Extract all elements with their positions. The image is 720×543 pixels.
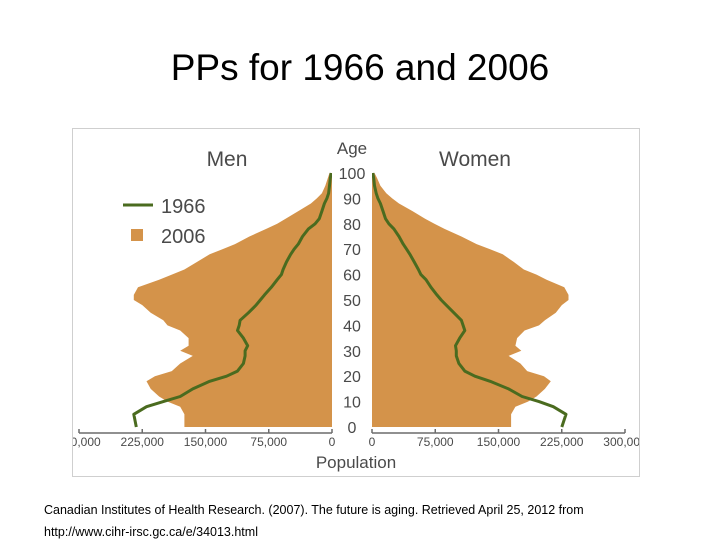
age-tick-label: 30 [343, 344, 361, 361]
x-tick-label-men: 225,000 [121, 435, 165, 449]
legend-2006-swatch [131, 229, 143, 241]
age-tick-label: 0 [348, 420, 357, 437]
x-tick-label-women: 75,000 [417, 435, 454, 449]
age-tick-label: 90 [343, 191, 361, 208]
age-tick-label: 40 [343, 318, 361, 335]
women-label: Women [439, 148, 511, 171]
legend-1966-label: 1966 [161, 196, 206, 218]
population-pyramid-chart: 0 10 20 30 40 50 60 70 80 90 100 0 0 75,000 75,000 150… [72, 128, 640, 477]
men-label: Men [207, 148, 248, 171]
line-1966-women [371, 172, 568, 428]
slide-title: PPs for 1966 and 2006 [170, 47, 550, 88]
x-tick-label-men: 0 [329, 435, 336, 449]
age-tick-label: 60 [343, 268, 361, 285]
x-tick-label-women: 225,000 [540, 435, 584, 449]
age-tick-label: 20 [343, 369, 361, 386]
area-2006-women [372, 173, 569, 427]
age-tick-label: 10 [343, 395, 361, 412]
x-tick-label-men: 75,000 [250, 435, 287, 449]
age-tick-label: 100 [339, 166, 366, 183]
age-axis-bar [332, 159, 372, 433]
x-tick-label-men: 300,000 [73, 435, 101, 449]
x-axis-label: Population [316, 453, 396, 472]
age-tick-label: 70 [343, 242, 361, 259]
citation-link[interactable]: http://www.cihr-irsc.gc.ca/e/34013.html [44, 525, 258, 539]
x-tick-label-women: 300,000 [603, 435, 639, 449]
x-tick-label-men: 150,000 [184, 435, 228, 449]
x-tick-label-women: 0 [369, 435, 376, 449]
legend: 1966 2006 [123, 196, 206, 248]
age-axis-label: Age [337, 139, 367, 158]
line-1966-men [132, 172, 333, 428]
x-tick-label-women: 150,000 [477, 435, 521, 449]
area-2006-men [133, 173, 332, 427]
citation-text: Canadian Institutes of Health Research. … [44, 503, 584, 517]
age-tick-label: 50 [343, 293, 361, 310]
legend-2006-label: 2006 [161, 226, 206, 248]
citation: Canadian Institutes of Health Research. … [44, 499, 704, 543]
age-tick-label: 80 [343, 217, 361, 234]
